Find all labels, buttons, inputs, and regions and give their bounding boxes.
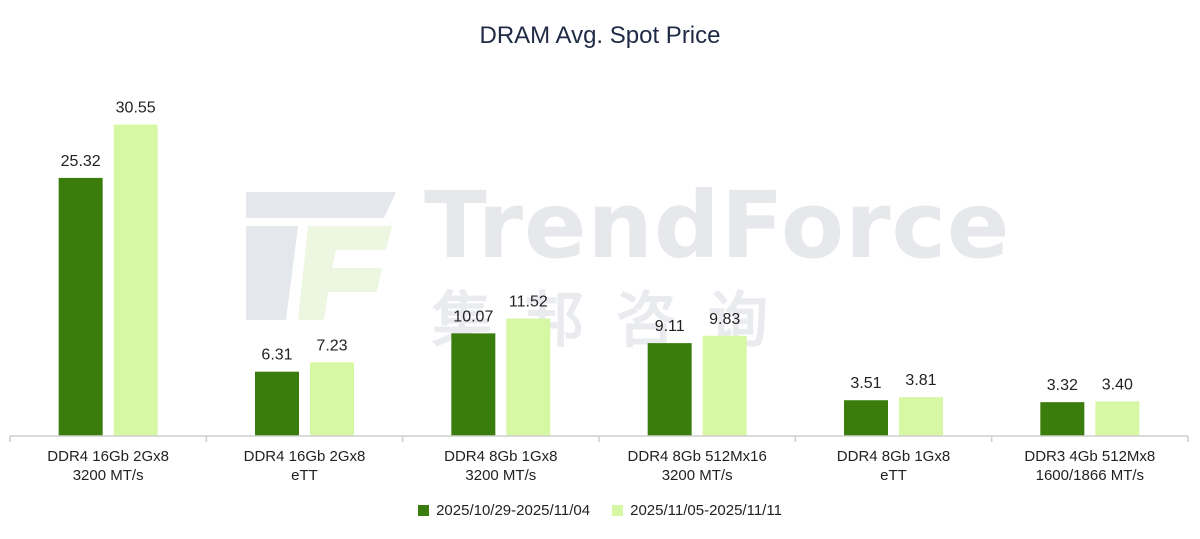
bar-1-5 xyxy=(844,400,888,436)
bar-1-2 xyxy=(255,371,299,436)
legend-swatch xyxy=(612,505,624,516)
legend-item-series-2: 2025/11/05-2025/11/11 xyxy=(612,502,782,519)
category-label: DDR4 8Gb 512Mx16 xyxy=(628,448,767,465)
data-label: 3.32 xyxy=(1047,377,1078,394)
data-label: 11.52 xyxy=(509,294,548,311)
data-label: 6.31 xyxy=(261,347,292,364)
bar-1-4 xyxy=(647,343,692,436)
bar-1-1 xyxy=(58,177,103,436)
bar-2-5 xyxy=(899,397,943,436)
data-label: 30.55 xyxy=(116,100,156,117)
chart-title: DRAM Avg. Spot Price xyxy=(479,22,721,49)
data-label: 10.07 xyxy=(453,308,493,325)
data-label: 9.11 xyxy=(655,318,685,335)
category-label: DDR4 8Gb 1Gx8 xyxy=(837,448,950,465)
data-label: 25.32 xyxy=(61,153,101,170)
data-label: 3.40 xyxy=(1102,376,1133,393)
legend-item-series-1: 2025/10/29-2025/11/04 xyxy=(418,502,590,519)
data-label: 9.83 xyxy=(709,311,740,328)
bar-2-6 xyxy=(1095,401,1140,436)
bars-layer xyxy=(58,124,1140,436)
category-label: eTT xyxy=(291,467,318,484)
category-label: eTT xyxy=(880,467,907,484)
legend-swatch xyxy=(418,505,430,516)
data-label: 3.51 xyxy=(850,375,881,392)
category-label: 1600/1866 MT/s xyxy=(1036,467,1144,484)
bar-2-3 xyxy=(506,318,551,436)
legend: 2025/10/29-2025/11/04 2025/11/05-2025/11… xyxy=(0,502,1200,519)
category-label: 3200 MT/s xyxy=(465,467,536,484)
data-label: 3.81 xyxy=(905,372,936,389)
category-label: DDR3 4Gb 512Mx8 xyxy=(1024,448,1155,465)
category-label: DDR4 16Gb 2Gx8 xyxy=(244,448,366,465)
category-label: DDR4 16Gb 2Gx8 xyxy=(47,448,169,465)
labels-layer: 25.32 30.55 DDR4 16Gb 2Gx8 3200 MT/s 6.31 7.2… xyxy=(47,100,1155,484)
bar-2-2 xyxy=(310,362,354,436)
category-label: 3200 MT/s xyxy=(73,467,144,484)
x-axis xyxy=(9,435,1189,442)
bar-1-3 xyxy=(451,333,496,436)
category-label: DDR4 8Gb 1Gx8 xyxy=(444,448,557,465)
bar-2-4 xyxy=(702,335,747,436)
legend-label: 2025/10/29-2025/11/04 xyxy=(436,502,591,519)
bar-2-1 xyxy=(113,124,158,436)
bar-1-6 xyxy=(1040,402,1085,436)
category-label: 3200 MT/s xyxy=(662,467,733,484)
legend-label: 2025/11/05-2025/11/11 xyxy=(630,502,782,519)
data-label: 7.23 xyxy=(316,337,347,354)
